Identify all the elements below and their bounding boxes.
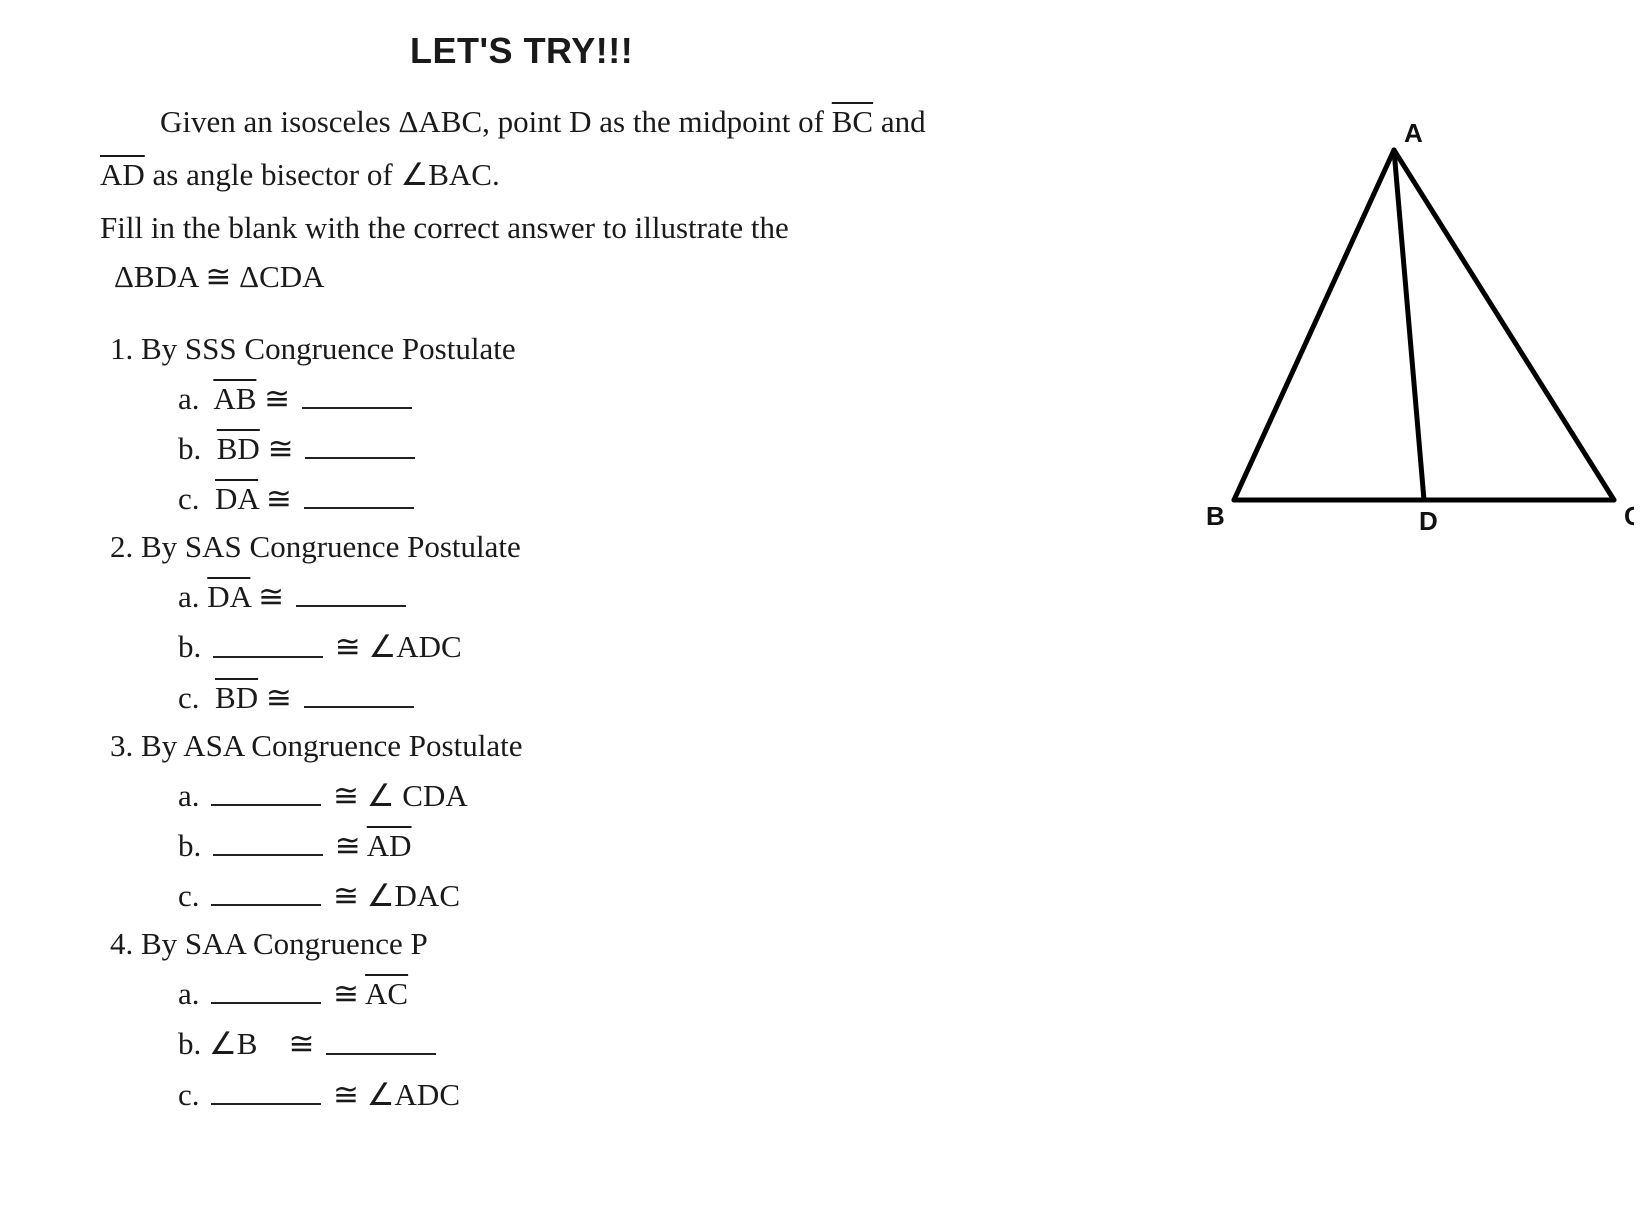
q4-c-rhs: ∠ADC (367, 1077, 460, 1112)
q1-b-blank[interactable] (305, 423, 415, 459)
label-c: c. (178, 481, 200, 516)
triangle-svg: A B C D (1194, 110, 1634, 550)
cong-sym: ≅ (288, 1027, 314, 1062)
q1-c-blank[interactable] (304, 473, 414, 509)
q1-c-seg: DA (215, 481, 258, 516)
label-b: b. (178, 431, 201, 466)
triangle-figure: A B C D (1194, 110, 1634, 550)
q3-b-blank[interactable] (213, 820, 323, 856)
intro-seg-ad: AD (100, 157, 145, 192)
label-c: c. (178, 878, 200, 913)
label-a: a. (178, 778, 200, 813)
q2-a-seg: DA (207, 579, 250, 614)
q2-c-blank[interactable] (304, 672, 414, 708)
q2-a-blank[interactable] (296, 571, 406, 607)
q2-b: b. ≅ ∠ADC (100, 621, 1544, 671)
q4-b-lhs: ∠B (209, 1027, 257, 1062)
q4-a-rhs: AC (365, 976, 408, 1011)
cong-sym: ≅ (333, 1077, 359, 1112)
q3-b-rhs: AD (367, 828, 412, 863)
q4-a: a. ≅ AC (100, 968, 1544, 1018)
q3-a-rhs: ∠ CDA (367, 778, 468, 813)
label-b: b. (178, 630, 201, 665)
label-b: b. (178, 828, 201, 863)
svg-text:C: C (1624, 501, 1634, 531)
intro-text-1b: and (873, 104, 926, 139)
q1-a-blank[interactable] (302, 373, 412, 409)
intro-seg-bc: BC (832, 104, 873, 139)
q2-c-seg: BD (215, 680, 258, 715)
q2-c: c. BD ≅ (100, 672, 1544, 722)
q2-b-rhs: ∠ADC (368, 630, 461, 665)
intro-text-2: as angle bisector of ∠BAC. (145, 157, 500, 192)
label-c: c. (178, 680, 200, 715)
cong-sym: ≅ (333, 976, 359, 1011)
q3-c-rhs: ∠DAC (367, 878, 460, 913)
q4-a-blank[interactable] (211, 968, 321, 1004)
q3-c: c. ≅ ∠DAC (100, 870, 1544, 920)
q4-b-blank[interactable] (326, 1018, 436, 1054)
q3-heading: 3. By ASA Congruence Postulate (100, 722, 1544, 770)
cong-sym: ≅ (268, 431, 294, 466)
q1-a-seg: AB (213, 381, 256, 416)
cong-sym: ≅ (333, 878, 359, 913)
q4-b: b. ∠B ≅ (100, 1018, 1544, 1068)
cong-sym: ≅ (335, 828, 361, 863)
q4-c-blank[interactable] (211, 1069, 321, 1105)
cong-sym: ≅ (335, 630, 361, 665)
q3-c-blank[interactable] (211, 870, 321, 906)
label-a: a. (178, 381, 200, 416)
svg-text:A: A (1404, 118, 1423, 148)
svg-text:B: B (1206, 501, 1225, 531)
q4-heading: 4. By SAA Congruence P (100, 920, 1544, 968)
cong-sym: ≅ (264, 381, 290, 416)
cong-sym: ≅ (258, 579, 284, 614)
label-c: c. (178, 1077, 200, 1112)
q3-b: b. ≅ AD (100, 820, 1544, 870)
label-a: a. (178, 579, 200, 614)
q1-b-seg: BD (217, 431, 260, 466)
cong-sym: ≅ (266, 481, 292, 516)
cong-sym: ≅ (266, 680, 292, 715)
label-b: b. (178, 1027, 201, 1062)
q3-a: a. ≅ ∠ CDA (100, 770, 1544, 820)
q3-a-blank[interactable] (211, 770, 321, 806)
label-a: a. (178, 976, 200, 1011)
cong-sym: ≅ (333, 778, 359, 813)
intro-text-1a: Given an isosceles ΔABC, point D as the … (160, 104, 832, 139)
worksheet-title: LET'S TRY!!! (100, 30, 1544, 72)
q2-b-blank[interactable] (213, 621, 323, 657)
q2-a: a. DA ≅ (100, 571, 1544, 621)
worksheet-page: LET'S TRY!!! Given an isosceles ΔABC, po… (0, 0, 1644, 1213)
q4-c: c. ≅ ∠ADC (100, 1069, 1544, 1119)
svg-text:D: D (1419, 506, 1438, 536)
